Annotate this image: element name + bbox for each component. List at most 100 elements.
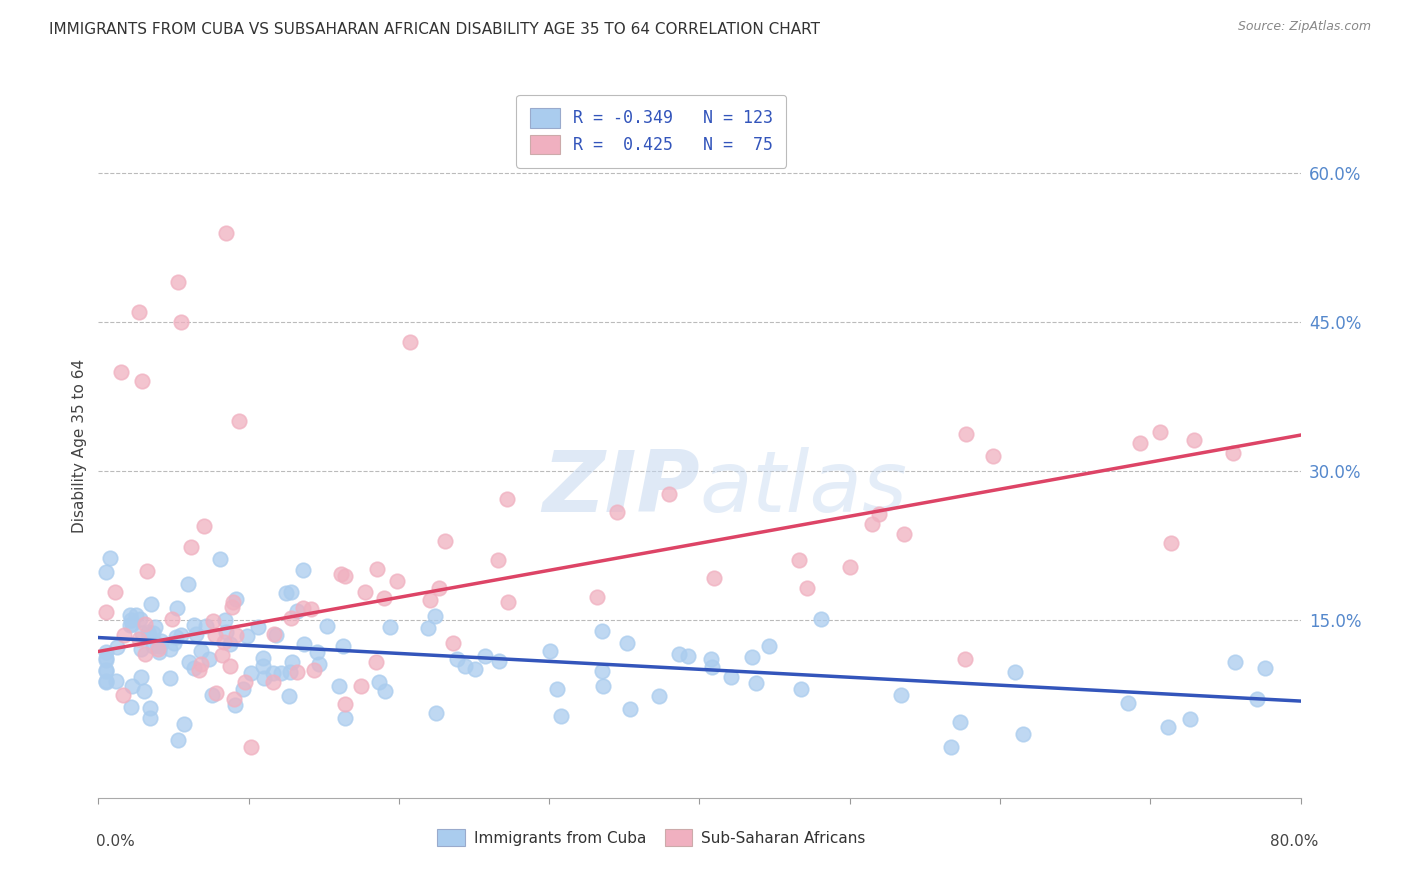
Point bbox=[307, 645, 329, 659]
Point bbox=[328, 679, 350, 693]
Point bbox=[94, 673, 117, 688]
Point bbox=[224, 698, 246, 713]
Point bbox=[219, 637, 242, 651]
Point bbox=[893, 526, 915, 541]
Point bbox=[141, 640, 163, 654]
Point bbox=[353, 585, 375, 599]
Legend: Immigrants from Cuba, Sub-Saharan Africans: Immigrants from Cuba, Sub-Saharan Africa… bbox=[430, 822, 873, 855]
Point bbox=[433, 533, 456, 548]
Point bbox=[647, 689, 669, 703]
Point bbox=[198, 652, 221, 666]
Point bbox=[186, 627, 208, 641]
Point bbox=[211, 648, 233, 662]
Point bbox=[658, 487, 681, 501]
Point bbox=[316, 618, 339, 632]
Point bbox=[292, 601, 315, 615]
Point bbox=[374, 683, 396, 698]
Point bbox=[796, 581, 818, 595]
Point bbox=[1012, 727, 1035, 741]
Point bbox=[446, 652, 468, 666]
Point bbox=[159, 672, 181, 686]
Point bbox=[1182, 433, 1205, 447]
Point bbox=[789, 553, 811, 567]
Point bbox=[1222, 446, 1244, 460]
Point bbox=[165, 630, 187, 644]
Point bbox=[550, 709, 572, 723]
Point bbox=[278, 689, 301, 703]
Y-axis label: Disability Age 35 to 64: Disability Age 35 to 64 bbox=[72, 359, 87, 533]
Point bbox=[221, 600, 243, 615]
Point bbox=[591, 624, 613, 639]
Point bbox=[700, 660, 723, 674]
Point bbox=[498, 595, 520, 609]
Point bbox=[810, 612, 832, 626]
Point bbox=[285, 604, 308, 618]
Point bbox=[138, 711, 160, 725]
Point bbox=[166, 601, 188, 615]
Point bbox=[270, 665, 292, 680]
Point bbox=[741, 649, 763, 664]
Point bbox=[177, 577, 200, 591]
Point bbox=[219, 658, 242, 673]
Point bbox=[173, 717, 195, 731]
Point bbox=[720, 670, 742, 684]
Point bbox=[368, 674, 391, 689]
Point bbox=[308, 657, 330, 672]
Point bbox=[1246, 692, 1268, 706]
Point bbox=[128, 632, 150, 646]
Point bbox=[139, 598, 162, 612]
Point bbox=[304, 663, 326, 677]
Point bbox=[953, 652, 976, 666]
Point bbox=[252, 659, 274, 673]
Point bbox=[949, 714, 972, 729]
Point bbox=[149, 639, 172, 653]
Point bbox=[474, 648, 496, 663]
Point bbox=[215, 226, 238, 240]
Point bbox=[868, 507, 890, 521]
Point bbox=[112, 627, 135, 641]
Point bbox=[1180, 712, 1202, 726]
Point bbox=[890, 688, 912, 702]
Point bbox=[423, 608, 446, 623]
Point bbox=[215, 625, 238, 640]
Point bbox=[104, 673, 127, 688]
Text: Source: ZipAtlas.com: Source: ZipAtlas.com bbox=[1237, 20, 1371, 33]
Text: 0.0%: 0.0% bbox=[96, 834, 135, 849]
Point bbox=[619, 702, 641, 716]
Point bbox=[94, 565, 117, 579]
Point bbox=[180, 540, 202, 554]
Point bbox=[333, 711, 356, 725]
Point bbox=[332, 639, 354, 653]
Point bbox=[120, 618, 142, 632]
Point bbox=[120, 699, 142, 714]
Point bbox=[252, 650, 274, 665]
Point bbox=[860, 517, 883, 532]
Point bbox=[194, 619, 217, 633]
Point bbox=[121, 616, 143, 631]
Point bbox=[606, 505, 628, 519]
Point bbox=[212, 635, 235, 649]
Point bbox=[280, 611, 302, 625]
Point bbox=[443, 636, 465, 650]
Point bbox=[329, 566, 352, 581]
Point bbox=[94, 650, 117, 665]
Point bbox=[177, 655, 200, 669]
Point bbox=[128, 612, 150, 626]
Point bbox=[190, 657, 212, 671]
Point bbox=[104, 585, 127, 599]
Point bbox=[1116, 696, 1139, 710]
Point bbox=[758, 639, 780, 653]
Point bbox=[94, 663, 117, 677]
Point bbox=[488, 654, 510, 668]
Point bbox=[120, 607, 142, 622]
Point bbox=[941, 740, 963, 755]
Point bbox=[128, 305, 150, 319]
Text: atlas: atlas bbox=[699, 447, 907, 530]
Point bbox=[187, 663, 209, 677]
Point bbox=[132, 684, 155, 698]
Point bbox=[546, 681, 568, 696]
Point bbox=[94, 653, 117, 667]
Point bbox=[183, 618, 205, 632]
Point bbox=[131, 641, 153, 656]
Point bbox=[202, 614, 225, 628]
